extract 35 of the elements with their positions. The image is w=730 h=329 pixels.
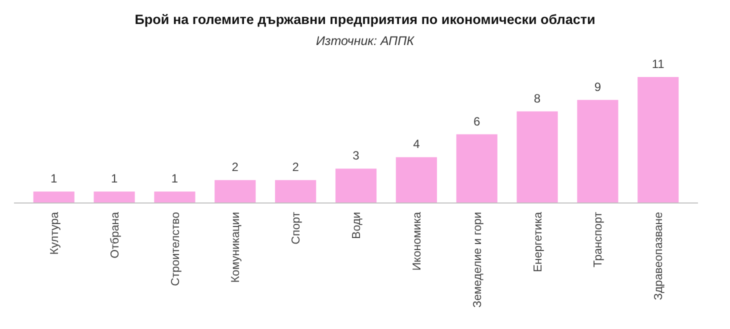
data-label: 9 (594, 80, 602, 94)
bar (33, 192, 74, 203)
x-tick-label: Транспорт (592, 211, 605, 268)
bar (335, 168, 377, 203)
x-tick-label: Енергетика (532, 211, 544, 272)
bar (214, 180, 256, 203)
bar (275, 180, 316, 203)
bar (456, 134, 498, 203)
bar (94, 192, 135, 203)
data-label: 1 (50, 172, 58, 186)
x-tick-label: Земеделие и гори (472, 212, 484, 308)
x-tick-label: Икономика (411, 211, 424, 271)
data-label: 2 (232, 160, 239, 174)
data-label: 2 (292, 160, 300, 174)
x-tick-label: Здравеопазване (653, 212, 666, 300)
bar (638, 77, 679, 203)
chart-title: Брой на големите държавни предприятия по икономически области (134, 12, 596, 27)
x-tick-label: Култура (48, 211, 61, 255)
data-label: 3 (352, 148, 360, 163)
data-label: 11 (652, 57, 665, 71)
data-label: 4 (413, 137, 420, 152)
data-label: 6 (474, 114, 481, 128)
bar (516, 111, 558, 203)
data-label: 1 (110, 172, 118, 186)
x-tick-label: Комуникации (230, 212, 242, 283)
x-tick-label: Отбрана (109, 211, 122, 258)
bar (154, 192, 196, 203)
data-label: 8 (534, 91, 541, 106)
x-tick-label: Строителство (170, 212, 182, 286)
bar (396, 157, 437, 203)
bar (577, 100, 618, 203)
data-label: 1 (171, 172, 178, 186)
x-tick-label: Води (351, 212, 364, 239)
chart-subtitle: Източник: АППК (316, 34, 415, 48)
x-tick-label: Спорт (290, 211, 303, 244)
